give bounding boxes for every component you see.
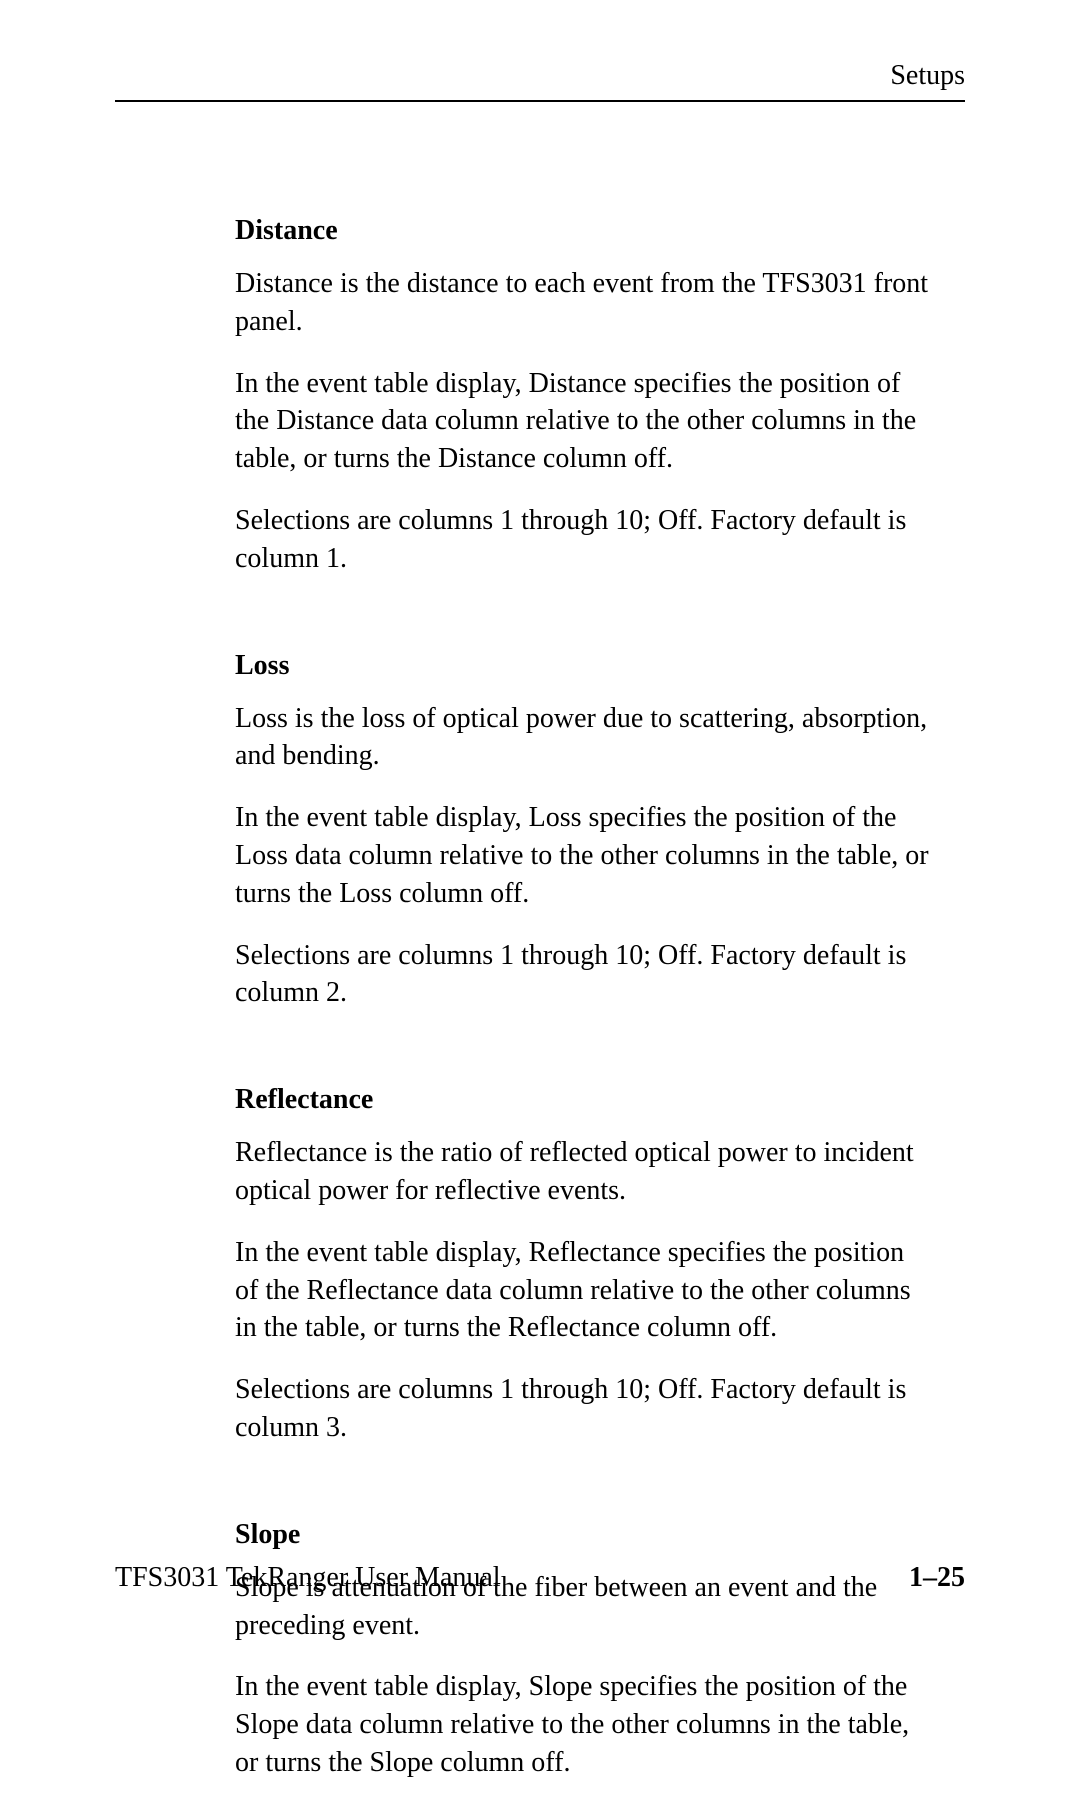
heading-distance: Distance xyxy=(235,215,930,247)
para-reflectance-2: In the event table display, Reflectance … xyxy=(235,1234,930,1347)
para-loss-1: Loss is the loss of optical power due to… xyxy=(235,700,930,776)
para-loss-2: In the event table display, Loss specifi… xyxy=(235,799,930,912)
section-gap xyxy=(235,1036,930,1084)
section-gap xyxy=(235,1471,930,1519)
para-distance-3: Selections are columns 1 through 10; Off… xyxy=(235,502,930,578)
manual-page: Setups Distance Distance is the distance… xyxy=(0,0,1080,1669)
para-loss-3: Selections are columns 1 through 10; Off… xyxy=(235,937,930,1013)
para-distance-1: Distance is the distance to each event f… xyxy=(235,265,930,341)
footer-manual-title: TFS3031 TekRanger User Manual xyxy=(115,1562,501,1594)
para-distance-2: In the event table display, Distance spe… xyxy=(235,365,930,478)
heading-slope: Slope xyxy=(235,1519,930,1551)
header-rule xyxy=(115,100,965,102)
para-slope-2: In the event table display, Slope specif… xyxy=(235,1668,930,1781)
heading-reflectance: Reflectance xyxy=(235,1084,930,1116)
heading-loss: Loss xyxy=(235,650,930,682)
running-head: Setups xyxy=(890,60,965,92)
footer-page-number: 1–25 xyxy=(909,1562,965,1594)
section-gap xyxy=(235,602,930,650)
para-reflectance-3: Selections are columns 1 through 10; Off… xyxy=(235,1371,930,1447)
para-reflectance-1: Reflectance is the ratio of reflected op… xyxy=(235,1134,930,1210)
